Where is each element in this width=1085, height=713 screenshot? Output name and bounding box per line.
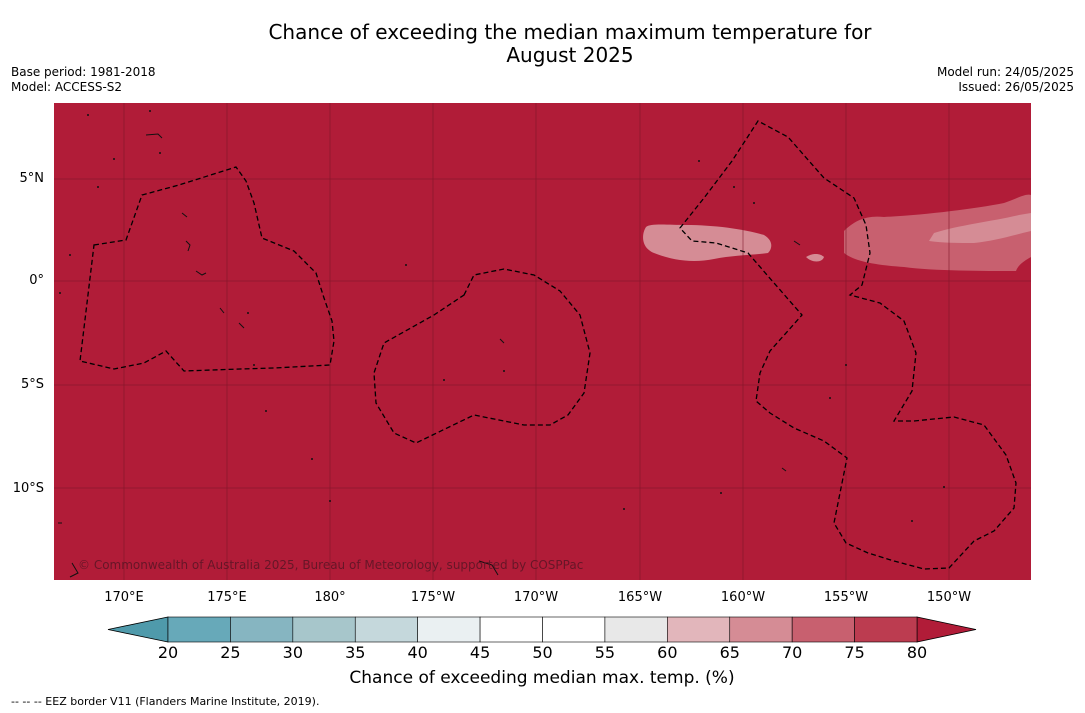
colorbar — [107, 616, 977, 643]
lat-label-0: 0° — [29, 273, 44, 288]
colorbar-box — [167, 616, 231, 643]
colorbar-box — [854, 616, 918, 643]
eez-phoenix — [373, 268, 591, 444]
colorbar-tick-label: 70 — [781, 643, 803, 662]
colorbar-box — [729, 616, 793, 643]
meta-right: Model run: 24/05/2025 Issued: 26/05/2025 — [937, 65, 1074, 95]
lon-label-175w: 175°W — [410, 590, 456, 605]
base-period: Base period: 1981-2018 — [11, 65, 156, 79]
colorbar-label: Chance of exceeding median max. temp. (%… — [349, 668, 735, 688]
colorbar-tick-label: 65 — [719, 643, 740, 662]
lat-label-5s: 5°S — [20, 377, 44, 392]
lon-label-160w: 160°W — [720, 590, 766, 605]
colorbar-high-extend — [916, 616, 977, 643]
islands — [58, 133, 801, 578]
colorbar-low-extend — [107, 616, 169, 643]
colorbar-tick-label: 45 — [469, 643, 491, 662]
colorbar-box — [292, 616, 356, 643]
colorbar-tick-label: 60 — [657, 643, 678, 662]
colorbar-tick-label: 50 — [532, 643, 553, 662]
colorbar-tick-label: 20 — [157, 643, 179, 662]
title-line-2: August 2025 — [506, 43, 634, 67]
lon-label-155w: 155°W — [823, 590, 869, 605]
colorbar-tick-label: 75 — [844, 643, 865, 662]
band-east-inner — [929, 213, 1031, 243]
colorbar-box — [417, 616, 481, 643]
colorbar-box — [667, 616, 731, 643]
eez-borders — [79, 120, 1017, 570]
model-run: Model run: 24/05/2025 — [936, 65, 1074, 79]
colorbar-box — [479, 616, 543, 643]
lon-label-170w: 170°W — [513, 590, 559, 605]
colorbar-tick-label: 25 — [220, 643, 241, 662]
colorbar-tick-label: 30 — [282, 643, 303, 662]
colorbar-box — [791, 616, 855, 643]
title-line-1: Chance of exceeding the median maximum t… — [268, 20, 872, 44]
map-background — [54, 103, 1031, 580]
eez-footer-note: -- -- -- EEZ border V11 (Flanders Marine… — [11, 695, 320, 708]
lon-label-150w: 150°W — [926, 590, 972, 605]
colorbar-tick-label: 80 — [906, 643, 928, 662]
lon-label-165w: 165°W — [617, 590, 663, 605]
lon-label-180: 180° — [314, 590, 346, 605]
chart-title: Chance of exceeding the median maximum t… — [200, 21, 940, 67]
eez-kiribati-gilberts — [79, 166, 335, 372]
lat-label-10s: 10°S — [12, 481, 44, 496]
meta-left: Base period: 1981-2018 Model: ACCESS-S2 — [11, 65, 156, 95]
lon-label-175e: 175°E — [207, 590, 247, 605]
forecast-map — [54, 103, 1031, 580]
eez-line-islands — [679, 120, 1017, 570]
colorbar-box — [230, 616, 294, 643]
model-name: Model: ACCESS-S2 — [11, 80, 123, 94]
lon-label-170e: 170°E — [104, 590, 144, 605]
colorbar-boxes — [167, 616, 918, 643]
colorbar-box — [354, 616, 418, 643]
band-small — [806, 254, 824, 262]
issued-date: Issued: 26/05/2025 — [958, 80, 1074, 94]
colorbar-tick-label: 55 — [594, 643, 616, 662]
copyright-notice: © Commonwealth of Australia 2025, Bureau… — [78, 558, 584, 572]
colorbar-box — [542, 616, 606, 643]
band-central — [643, 224, 772, 261]
colorbar-box — [604, 616, 668, 643]
colorbar-tick-label: 40 — [407, 643, 428, 662]
lat-label-5n: 5°N — [19, 171, 45, 186]
colorbar-tick-label: 35 — [345, 643, 366, 662]
island-dots — [59, 110, 945, 522]
